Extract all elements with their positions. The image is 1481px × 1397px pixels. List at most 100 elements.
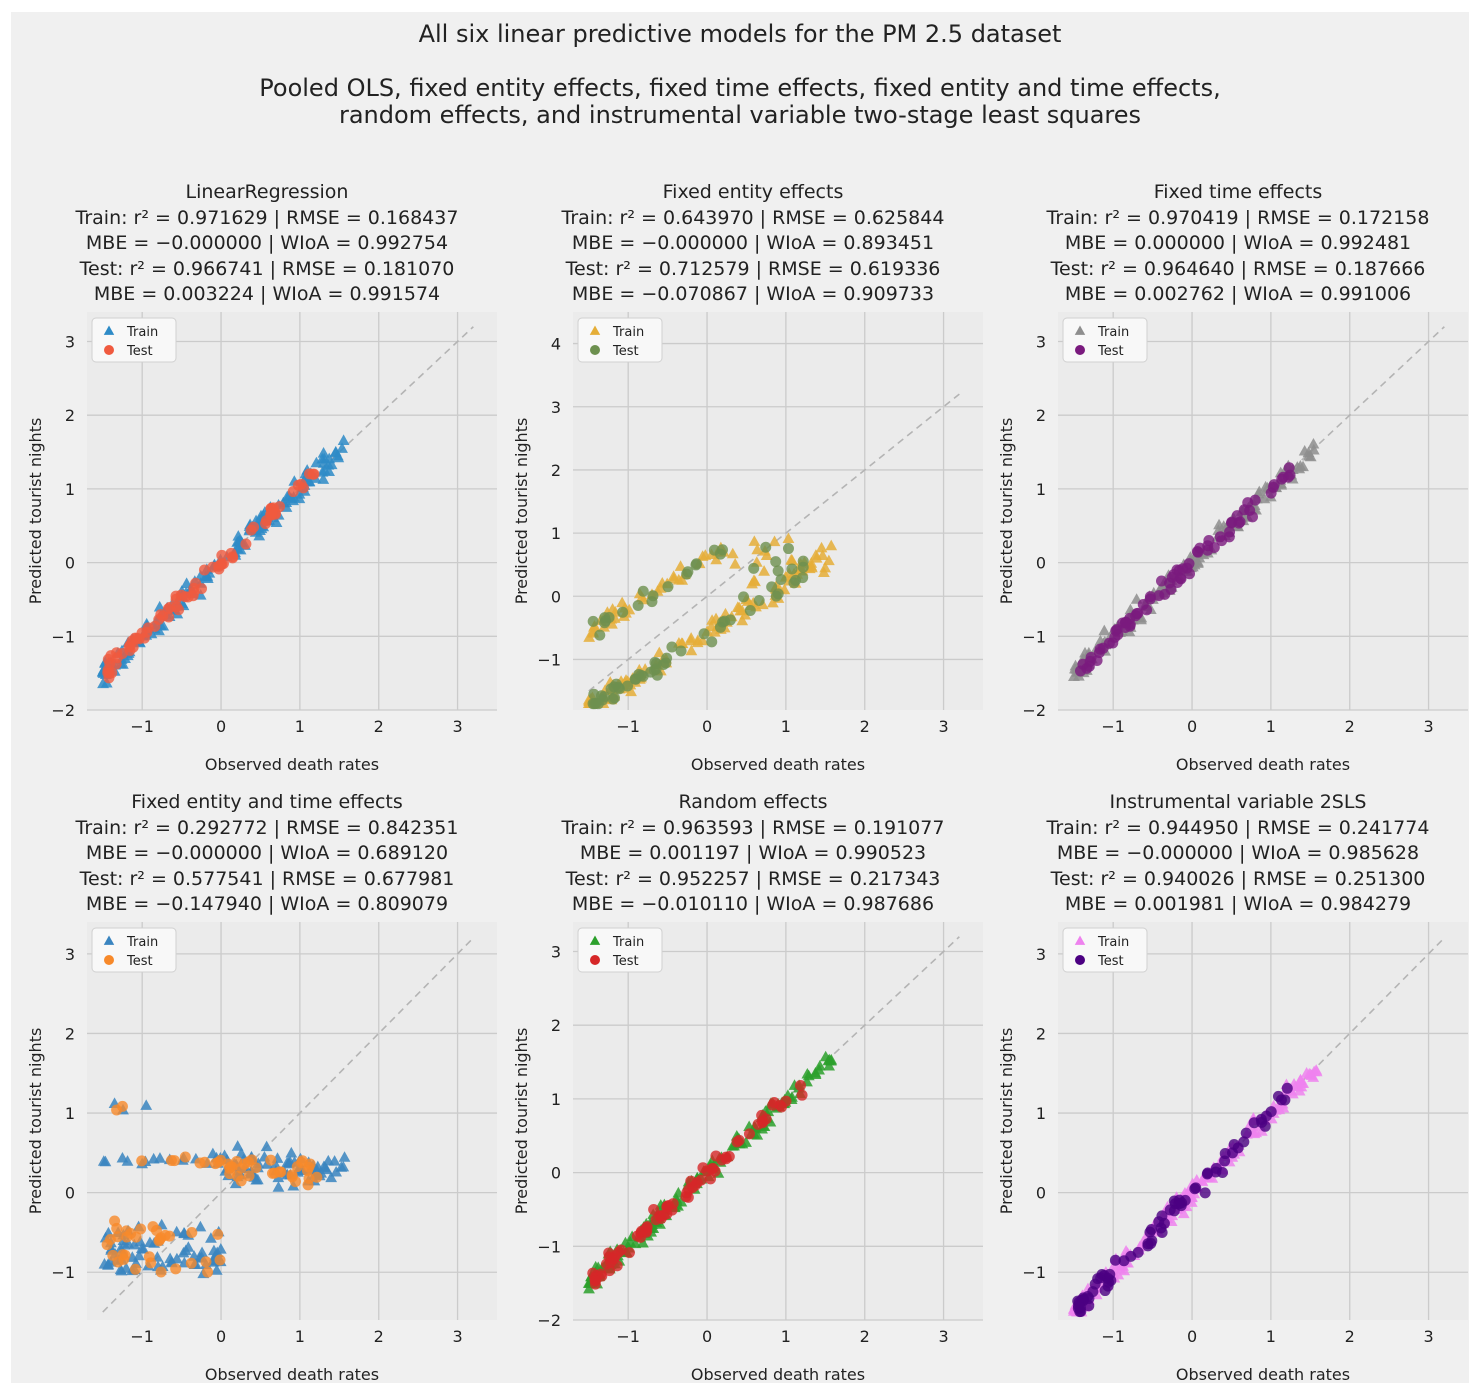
x-tick-label: 2 [860,1327,870,1346]
train-point [154,1152,166,1163]
plot-area [573,922,983,1320]
panel-stats-line: MBE = −0.147940 | WIoA = 0.809079 [85,893,449,915]
train-point [782,532,795,543]
test-point [145,1257,157,1269]
test-point [632,599,644,611]
train-point [116,1151,129,1163]
train-point [810,549,822,560]
train-point [337,1160,350,1172]
test-point [1168,569,1180,581]
test-point [106,667,118,679]
train-point [1258,492,1271,504]
y-tick-label: 1 [65,1104,75,1123]
test-point [1265,487,1277,499]
legend-label: Test [1097,954,1124,969]
train-point [194,569,207,581]
train-point [272,1181,285,1192]
y-tick-label: 2 [551,1016,561,1035]
test-point [604,1265,616,1277]
train-point [316,452,329,464]
y-tick-label: 3 [1036,945,1046,964]
x-tick-label: 2 [374,1327,384,1346]
train-point [1191,557,1204,568]
panel-title: Fixed time effects [1153,181,1323,203]
test-point [797,561,809,573]
train-point [817,566,830,578]
y-axis-label: Predicted tourist nights [997,418,1016,605]
x-tick-label: −1 [130,717,154,736]
chart-panel-6: Instrumental variable 2SLS Train: r² = 0.… [993,790,1481,1390]
test-point [235,1162,247,1174]
x-tick-label: 1 [1266,717,1276,736]
test-point [1145,1223,1157,1235]
test-point [248,521,260,533]
train-point [768,535,781,547]
test-point [235,1175,247,1187]
legend-triangle-icon [1074,325,1086,335]
x-tick-label: 0 [1187,717,1197,736]
panel-stats-line: Train: r² = 0.970419 | RMSE = 0.172158 [1046,206,1430,229]
x-tick-label: 1 [1266,1327,1276,1346]
x-tick-label: 2 [374,717,384,736]
test-point [706,1163,718,1175]
train-point [323,465,335,476]
x-tick-label: −1 [1101,1327,1125,1346]
test-point [250,1162,262,1174]
train-point [653,646,666,658]
test-point [296,1157,308,1169]
test-point [1219,1148,1231,1160]
y-tick-label: −2 [1022,701,1046,720]
test-point [757,1115,769,1127]
test-point [637,585,649,597]
test-point [797,572,809,584]
x-tick-label: 3 [1423,717,1433,736]
test-point [796,1089,808,1101]
y-tick-label: −1 [51,627,75,646]
test-point [675,645,687,657]
test-point [1087,1286,1099,1298]
scatter-plot-svg: −1 0 1 2 3 −1 0 1 2 3 4 Train Test Observed death rat… [512,312,983,774]
test-point [104,658,116,670]
x-axis-label: Observed death rates [1176,1365,1350,1384]
test-point [607,693,619,705]
test-point [1119,621,1131,633]
x-axis-label: Observed death rates [205,755,379,774]
y-tick-label: 2 [551,461,561,480]
train-point [813,1063,825,1075]
test-point [1112,629,1124,641]
train-point [140,1099,153,1110]
test-point [1092,1273,1104,1285]
train-point [696,634,709,646]
x-tick-label: 1 [781,1327,791,1346]
train-point [99,1155,112,1167]
y-tick-label: 0 [551,1164,561,1183]
test-point [302,1179,314,1191]
train-point [126,1251,139,1262]
test-point [612,681,624,693]
train-point [337,434,350,445]
train-point [253,529,266,541]
test-point [1142,1240,1154,1252]
test-point [168,1155,180,1167]
identity-diagonal-line [102,937,474,1313]
test-point [648,1203,660,1215]
panel-stats-line: MBE = 0.001197 | WIoA = 0.990523 [579,842,927,864]
y-tick-label: 0 [65,554,75,573]
x-tick-label: −1 [616,717,640,736]
y-tick-label: 3 [65,945,75,964]
train-point [696,550,709,561]
train-point [748,535,761,546]
test-point [121,1231,133,1243]
y-tick-label: 0 [65,1184,75,1203]
test-point [1203,534,1215,546]
legend-label: Test [612,954,639,969]
train-point [625,685,637,697]
test-point [1074,665,1086,677]
test-point [155,1266,167,1278]
train-point [231,1140,244,1151]
y-axis-label: Predicted tourist nights [26,418,45,605]
train-point [260,1140,273,1152]
legend-label: Train [612,325,644,340]
test-point [1189,1183,1201,1195]
test-point [101,1239,113,1251]
